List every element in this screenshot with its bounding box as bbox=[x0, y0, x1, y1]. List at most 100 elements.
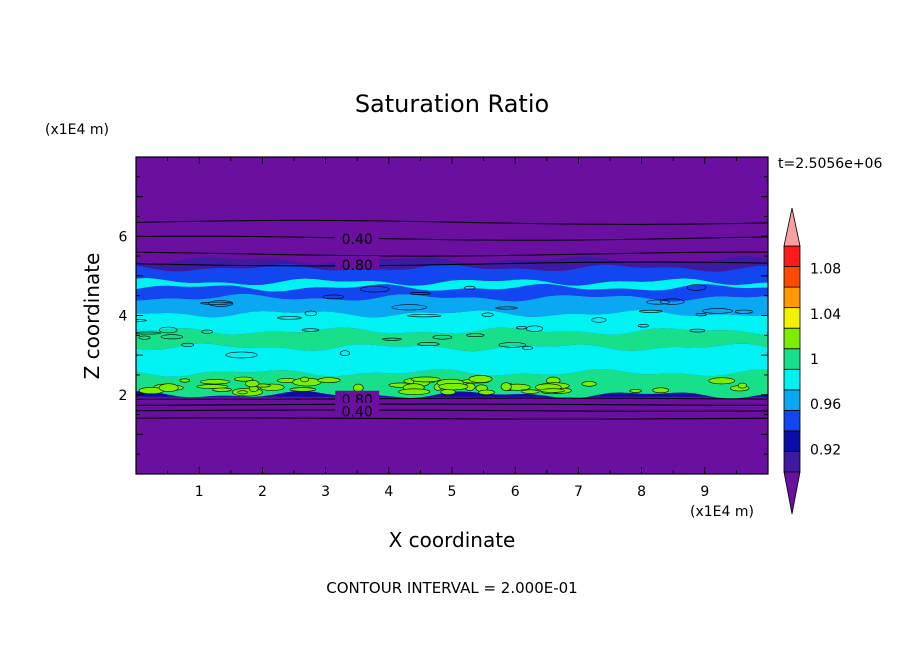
x-unit-label: (x1E4 m) bbox=[690, 504, 754, 520]
speckle-outline bbox=[481, 312, 494, 317]
speckle-outline bbox=[432, 334, 453, 340]
speckle-outline bbox=[136, 331, 162, 335]
speckle-outline bbox=[495, 306, 518, 310]
speckle-outline bbox=[695, 313, 707, 317]
speckle-outline bbox=[382, 337, 402, 341]
y-unit-label: (x1E4 m) bbox=[45, 122, 109, 138]
speckle-outline bbox=[391, 304, 428, 311]
colorbar-segment bbox=[783, 389, 801, 411]
speckle bbox=[300, 376, 309, 383]
contour-label-bg bbox=[335, 390, 380, 405]
contour-band bbox=[136, 343, 768, 377]
speckle bbox=[438, 383, 469, 391]
colorbar-segment bbox=[783, 451, 801, 473]
x-tick-label: 4 bbox=[384, 484, 393, 500]
speckle bbox=[237, 390, 248, 395]
speckle bbox=[352, 383, 364, 393]
contour-band bbox=[136, 293, 768, 318]
x-tick-label: 8 bbox=[637, 484, 646, 500]
speckle bbox=[289, 387, 317, 392]
speckle bbox=[158, 383, 179, 393]
contour-speckles bbox=[136, 284, 753, 397]
speckle-outline bbox=[409, 291, 431, 295]
colorbar-segment bbox=[783, 430, 801, 452]
x-tick-label: 2 bbox=[258, 484, 267, 500]
speckle bbox=[234, 376, 254, 382]
contour-label-bg bbox=[335, 255, 380, 270]
speckle bbox=[629, 389, 642, 393]
colorbar-label: 1.08 bbox=[810, 262, 841, 278]
speckle bbox=[581, 381, 597, 387]
contour-line bbox=[136, 403, 768, 406]
y-axis-ticks: 2 4 6 bbox=[119, 156, 768, 475]
colorbar: 0.92 0.96 1 1.04 1.08 bbox=[783, 207, 841, 515]
x-tick-label: 6 bbox=[511, 484, 520, 500]
colorbar-segment bbox=[783, 286, 801, 309]
contour-line bbox=[136, 397, 768, 400]
x-tick-label: 3 bbox=[321, 484, 330, 500]
speckle-outline bbox=[734, 309, 753, 314]
contour-line bbox=[136, 409, 768, 412]
y-tick-label: 2 bbox=[119, 388, 128, 404]
speckle-outline bbox=[304, 310, 317, 317]
speckle-outline bbox=[322, 294, 345, 300]
speckle-outline bbox=[200, 301, 233, 305]
colorbar-segment bbox=[783, 307, 801, 329]
contour-line bbox=[136, 251, 768, 257]
speckle bbox=[521, 389, 540, 394]
contour-label-bg bbox=[335, 230, 380, 245]
speckle bbox=[317, 377, 341, 384]
contour-line bbox=[136, 261, 768, 267]
contour-lines: 0.400.800.800.40 bbox=[136, 219, 768, 421]
speckle-outline bbox=[702, 308, 734, 314]
contour-line bbox=[136, 417, 768, 420]
speckle bbox=[398, 388, 431, 395]
speckle-outline bbox=[637, 324, 649, 328]
x-axis-ticks: 1 2 3 4 5 6 7 8 9 bbox=[135, 157, 769, 500]
colorbar-segment bbox=[783, 368, 801, 391]
colorbar-label: 0.92 bbox=[810, 442, 841, 458]
speckle bbox=[478, 389, 495, 396]
speckle bbox=[245, 380, 260, 388]
colorbar-label: 1.04 bbox=[810, 307, 841, 323]
contour-line bbox=[136, 235, 768, 241]
colorbar-label: 0.96 bbox=[810, 397, 841, 413]
colorbar-segment bbox=[783, 266, 801, 288]
contour-line bbox=[136, 219, 768, 225]
colorbar-segment bbox=[783, 327, 801, 350]
speckle bbox=[200, 379, 231, 385]
y-tick-label: 4 bbox=[119, 309, 128, 325]
contour-label: 0.40 bbox=[342, 405, 373, 421]
contour-band bbox=[136, 327, 768, 352]
colorbar-segment bbox=[783, 245, 801, 267]
colorbar-label: 1 bbox=[810, 352, 819, 368]
contour-label: 0.80 bbox=[342, 258, 373, 274]
contour-band bbox=[136, 264, 768, 286]
speckle bbox=[737, 382, 748, 389]
speckle-outline bbox=[464, 285, 476, 290]
contour-band bbox=[136, 309, 768, 336]
speckle-outline bbox=[160, 334, 184, 340]
speckle bbox=[652, 387, 670, 394]
speckle-outline bbox=[181, 342, 194, 347]
contour-band bbox=[136, 283, 768, 302]
time-label: t=2.5056e+06 bbox=[778, 156, 882, 172]
contour-band bbox=[136, 277, 768, 292]
speckle-outline bbox=[359, 286, 390, 293]
speckle-outline bbox=[498, 342, 527, 348]
speckle-outline bbox=[417, 342, 440, 346]
x-tick-label: 5 bbox=[448, 484, 457, 500]
colorbar-segment bbox=[783, 348, 801, 370]
speckle bbox=[179, 378, 191, 383]
x-tick-label: 1 bbox=[195, 484, 204, 500]
speckle-outline bbox=[301, 328, 320, 332]
speckle bbox=[410, 376, 441, 383]
x-tick-label: 7 bbox=[574, 484, 583, 500]
colorbar-over-arrow bbox=[783, 207, 801, 247]
contour-fill-bands bbox=[136, 256, 768, 399]
y-axis-label: Z coordinate bbox=[80, 253, 104, 380]
speckle-outline bbox=[591, 317, 607, 323]
speckle-outline bbox=[638, 309, 663, 313]
speckle-outline bbox=[208, 300, 234, 307]
